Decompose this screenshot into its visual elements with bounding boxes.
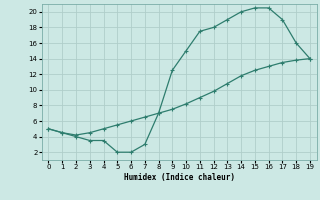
X-axis label: Humidex (Indice chaleur): Humidex (Indice chaleur)	[124, 173, 235, 182]
